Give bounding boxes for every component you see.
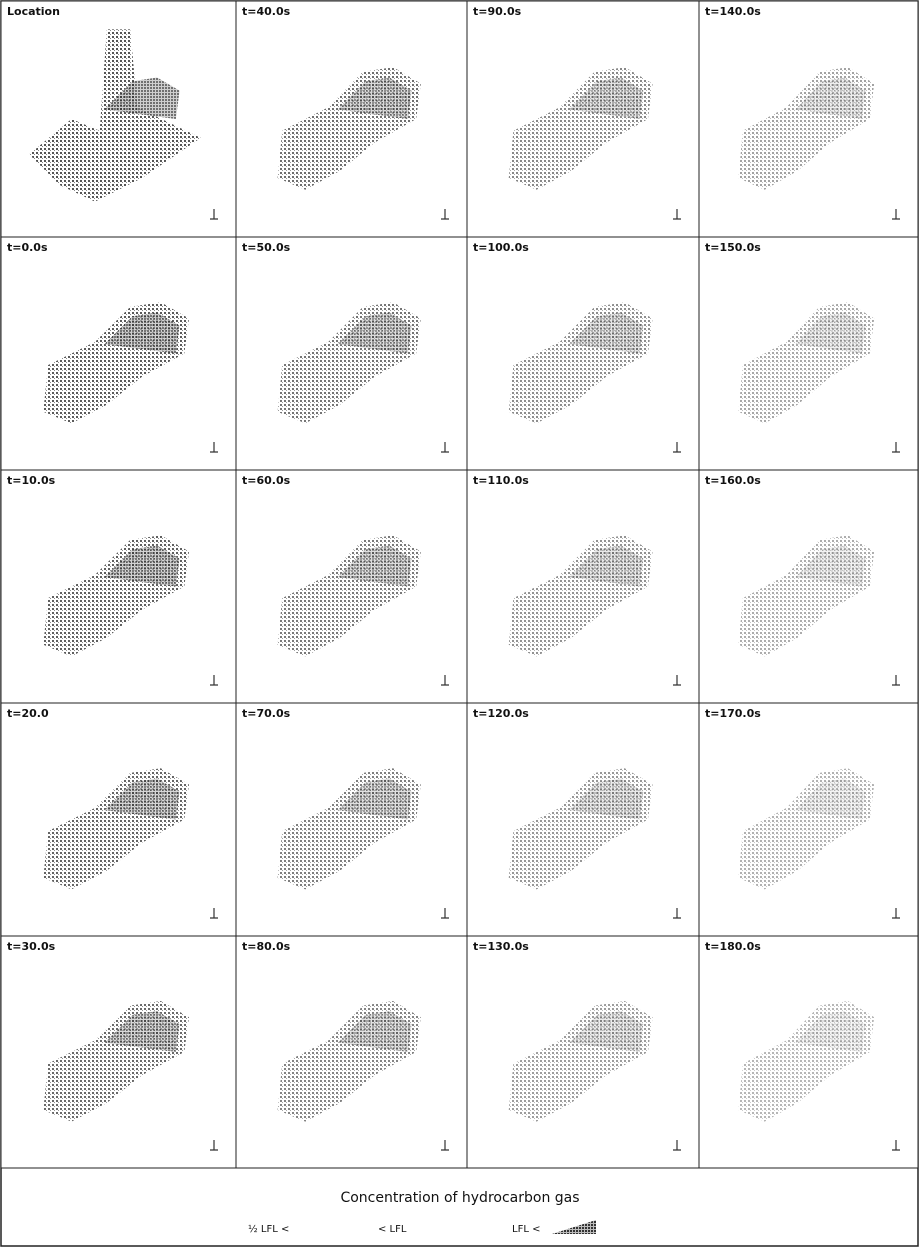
panel-label: t=30.0s <box>7 940 56 953</box>
gas-core <box>795 77 866 119</box>
legend-item: LFL < <box>512 1224 540 1235</box>
north-arrow <box>210 1140 218 1151</box>
panel-label: t=120.0s <box>473 707 529 720</box>
gas-cloud <box>29 29 201 202</box>
gas-core <box>104 77 180 119</box>
gas-core <box>569 77 644 119</box>
panel-label: t=80.0s <box>242 940 291 953</box>
legend: Concentration of hydrocarbon gas ½ LFL <… <box>248 1190 596 1235</box>
legend-item: < LFL <box>378 1224 407 1235</box>
legend-swatch <box>552 1220 596 1234</box>
gas-core <box>795 312 866 354</box>
north-arrow <box>892 1140 900 1151</box>
gas-core <box>337 1011 412 1052</box>
north-arrow <box>673 1140 681 1151</box>
panel-label: t=40.0s <box>242 5 291 18</box>
legend-item: ½ LFL < <box>248 1223 289 1235</box>
panel-label: t=70.0s <box>242 707 291 720</box>
north-arrow <box>673 442 681 453</box>
north-arrow <box>892 442 900 453</box>
gas-core <box>569 778 644 820</box>
north-arrow <box>892 209 900 220</box>
gas-core <box>104 312 180 354</box>
north-arrow <box>441 442 449 453</box>
panel-label: t=90.0s <box>473 5 522 18</box>
panel-label: t=10.0s <box>7 474 56 487</box>
north-arrow <box>210 442 218 453</box>
north-arrow <box>441 908 449 919</box>
gas-core <box>104 1011 180 1052</box>
gas-core <box>337 778 412 820</box>
panel-label: t=50.0s <box>242 241 291 254</box>
panel-label: t=110.0s <box>473 474 529 487</box>
north-arrow <box>892 908 900 919</box>
panel-label: t=160.0s <box>705 474 761 487</box>
panel-label: t=150.0s <box>705 241 761 254</box>
north-arrow <box>441 209 449 220</box>
gas-core <box>569 1011 644 1052</box>
north-arrow <box>673 209 681 220</box>
gas-core <box>795 1011 866 1052</box>
north-arrow <box>673 675 681 686</box>
panel-label: t=20.0 <box>7 707 49 720</box>
gas-core <box>104 778 180 820</box>
gas-core <box>795 778 866 820</box>
panel-label: t=60.0s <box>242 474 291 487</box>
gas-core <box>337 77 412 119</box>
north-arrow <box>441 675 449 686</box>
panel-label: t=140.0s <box>705 5 761 18</box>
north-arrow <box>210 908 218 919</box>
panel-grid: Location t=40.0s t=90.0s t=140.0s t=0.0s t=50… <box>0 0 919 1169</box>
north-arrow <box>441 1140 449 1151</box>
north-arrow <box>673 908 681 919</box>
north-arrow <box>892 675 900 686</box>
gas-core <box>795 545 866 587</box>
gas-core <box>337 312 412 354</box>
panel-label: t=0.0s <box>7 241 48 254</box>
panel-label: t=100.0s <box>473 241 529 254</box>
gas-core <box>569 312 644 354</box>
panel-label: t=130.0s <box>473 940 529 953</box>
gas-core <box>337 545 412 587</box>
north-arrow <box>210 209 218 220</box>
panel-label: t=180.0s <box>705 940 761 953</box>
gas-core <box>569 545 644 587</box>
north-arrow <box>210 675 218 686</box>
panel-label: Location <box>7 5 60 18</box>
gas-core <box>104 545 180 587</box>
panel-label: t=170.0s <box>705 707 761 720</box>
legend-title: Concentration of hydrocarbon gas <box>340 1190 579 1206</box>
